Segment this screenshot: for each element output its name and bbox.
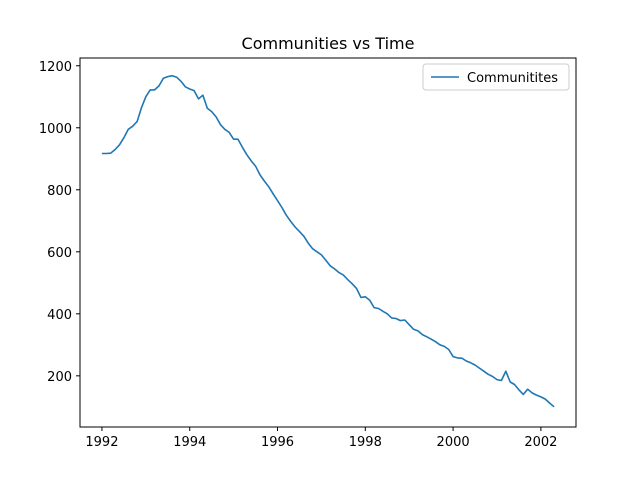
y-tick-label: 600 xyxy=(47,246,72,261)
y-tick-label: 800 xyxy=(47,184,72,199)
series-line-communitites xyxy=(101,74,555,408)
x-tick-label: 1996 xyxy=(261,435,294,450)
y-tick-label: 1000 xyxy=(39,122,72,137)
x-tick-label: 1994 xyxy=(173,435,206,450)
x-tick-label: 2002 xyxy=(524,435,557,450)
legend-label: Communitites xyxy=(467,71,558,86)
x-tick-label: 2000 xyxy=(437,435,470,450)
legend-box xyxy=(422,63,570,91)
x-tick-label: 1998 xyxy=(349,435,382,450)
y-tick-label: 200 xyxy=(47,370,72,385)
series-lines xyxy=(101,74,555,408)
y-tick-label: 1200 xyxy=(39,60,72,75)
plot-area-frame xyxy=(79,57,577,428)
chart-title: Communities vs Time xyxy=(242,34,415,53)
x-tick-label: 1992 xyxy=(85,435,118,450)
y-tick-label: 400 xyxy=(47,308,72,323)
legend: Communitites xyxy=(422,63,570,91)
axis-ticks: 1992 1994 1996 1998 2000 2002 200 400 600 800 1000… xyxy=(39,60,558,450)
